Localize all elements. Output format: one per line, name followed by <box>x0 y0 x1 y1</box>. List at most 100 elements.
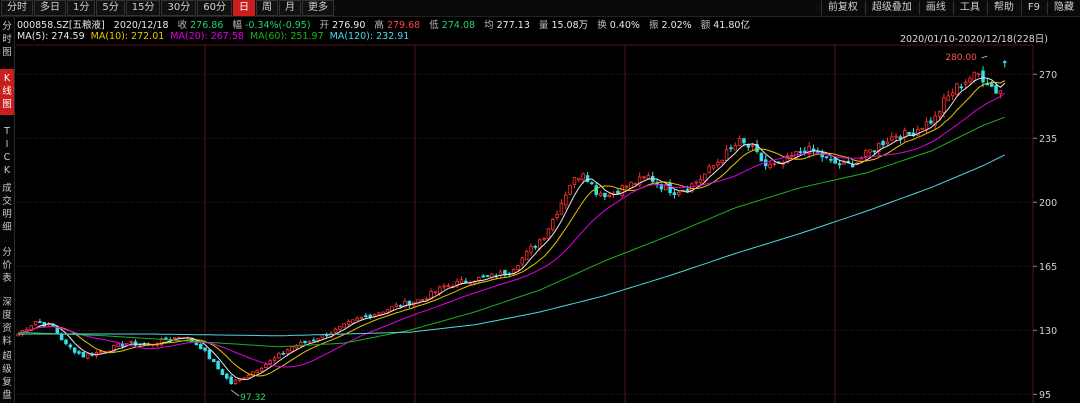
candle-body-218 <box>963 82 968 85</box>
period-button-2[interactable]: 1分 <box>67 0 96 16</box>
candle-body-53 <box>246 374 251 379</box>
left-tab-4[interactable]: 分价表 <box>2 247 12 284</box>
left-tab-5[interactable]: 深度资料 <box>2 297 12 347</box>
candle-body-196 <box>868 149 872 153</box>
candle-body-125 <box>559 202 564 215</box>
candle-body-162 <box>720 159 724 163</box>
candle-body-117 <box>524 251 529 261</box>
candle-body-63 <box>290 346 294 352</box>
candle-body-0 <box>16 333 20 337</box>
candle-body-48 <box>225 373 229 379</box>
period-button-9[interactable]: 月 <box>278 0 301 16</box>
candle-body-199 <box>881 141 885 146</box>
candle-body-116 <box>520 257 525 265</box>
candle-body-126 <box>564 194 568 206</box>
candle-body-12 <box>68 344 73 348</box>
candle-body-165 <box>733 145 738 151</box>
tool-button-5[interactable]: F9 <box>1020 1 1046 15</box>
tool-button-4[interactable]: 帮助 <box>986 1 1020 15</box>
period-button-7[interactable]: 日 <box>232 0 255 16</box>
candle-body-170 <box>755 143 759 152</box>
candle-body-44 <box>207 349 212 360</box>
candle-body-219 <box>968 78 972 83</box>
candle-body-4 <box>33 321 38 326</box>
period-button-8[interactable]: 周 <box>255 0 278 16</box>
period-button-0[interactable]: 分时 <box>1 0 33 16</box>
toolbar-right: 前复权 超级叠加 画线 工具 帮助 F9 隐藏 <box>820 0 1080 16</box>
candle-body-156 <box>694 181 698 184</box>
left-tab-0[interactable]: 分时图 <box>2 21 12 58</box>
candle-body-127 <box>568 185 572 195</box>
quote-info-row: 000858.SZ[五粮液] 2020/12/18 收 276.86 幅 -0.… <box>17 20 750 31</box>
tool-button-1[interactable]: 超级叠加 <box>864 1 918 15</box>
candle-body-121 <box>542 237 546 240</box>
change-value: -0.34%(-0.95) <box>244 20 311 31</box>
candle-body-5 <box>38 321 42 323</box>
candle-body-174 <box>772 163 777 165</box>
left-tab-3[interactable]: 成交明细 <box>2 183 12 233</box>
period-button-3[interactable]: 5分 <box>96 0 125 16</box>
candle-body-68 <box>311 339 316 342</box>
candle-body-128 <box>572 177 577 186</box>
candle-body-13 <box>72 347 77 353</box>
candle-body-180 <box>798 151 803 154</box>
candle-body-43 <box>203 347 207 351</box>
volume-value: 15.08万 <box>551 20 589 31</box>
tool-button-6[interactable]: 隐藏 <box>1047 1 1080 15</box>
period-button-4[interactable]: 15分 <box>125 0 161 16</box>
candle-body-99 <box>446 285 451 287</box>
candle-body-152 <box>677 192 681 195</box>
quote-date: 2020/12/18 <box>113 20 169 31</box>
candle-body-19 <box>99 351 103 354</box>
candle-body-188 <box>833 157 837 164</box>
left-tab-6[interactable]: 超级复盘 <box>2 351 12 401</box>
candle-body-215 <box>950 92 955 97</box>
period-button-10[interactable]: 更多 <box>301 0 334 16</box>
candle-body-78 <box>355 317 359 321</box>
candle-body-27 <box>133 341 138 346</box>
candle-body-79 <box>359 316 364 319</box>
period-button-6[interactable]: 60分 <box>197 0 232 16</box>
candle-body-150 <box>668 182 672 194</box>
candle-body-60 <box>277 353 281 359</box>
candle-body-151 <box>672 192 677 195</box>
candle-body-167 <box>742 138 746 144</box>
tool-button-2[interactable]: 画线 <box>918 1 952 15</box>
candle-body-132 <box>590 182 594 185</box>
period-toolbar: 分时 多日 1分 5分 15分 30分 60分日周月更多 前复权 超级叠加 画线 工具 帮助 F9 隐藏 <box>0 0 1080 17</box>
candle-body-226 <box>998 90 1003 95</box>
candle-body-15 <box>81 351 86 358</box>
candle-body-154 <box>685 189 690 192</box>
candle-body-108 <box>485 275 490 277</box>
candle-body-186 <box>824 156 829 159</box>
date-range: 2020/01/10-2020/12/18(228日) <box>900 34 1048 45</box>
candle-body-93 <box>420 299 425 301</box>
candle-body-222 <box>981 70 985 83</box>
candle-body-135 <box>603 192 607 198</box>
candle-body-33 <box>159 338 164 346</box>
candle-body-182 <box>807 146 811 155</box>
candle-body-41 <box>194 340 199 346</box>
amplitude-value: 2.02% <box>661 20 692 31</box>
period-button-5[interactable]: 30分 <box>161 0 197 16</box>
candle-body-58 <box>268 360 272 365</box>
candle-body-200 <box>885 141 890 145</box>
candle-body-75 <box>342 323 346 328</box>
candle-body-190 <box>842 162 846 165</box>
candle-body-211 <box>933 115 937 126</box>
tool-button-0[interactable]: 前复权 <box>820 1 864 15</box>
candle-body-214 <box>946 95 950 101</box>
candle-body-102 <box>459 279 464 284</box>
candle-body-205 <box>907 131 911 135</box>
candle-body-139 <box>620 185 625 197</box>
period-button-1[interactable]: 多日 <box>34 0 66 16</box>
candle-body-85 <box>385 309 390 313</box>
tool-button-3[interactable]: 工具 <box>952 1 986 15</box>
candle-body-134 <box>598 192 603 196</box>
candle-body-42 <box>198 344 203 350</box>
candle-body-207 <box>916 129 920 136</box>
